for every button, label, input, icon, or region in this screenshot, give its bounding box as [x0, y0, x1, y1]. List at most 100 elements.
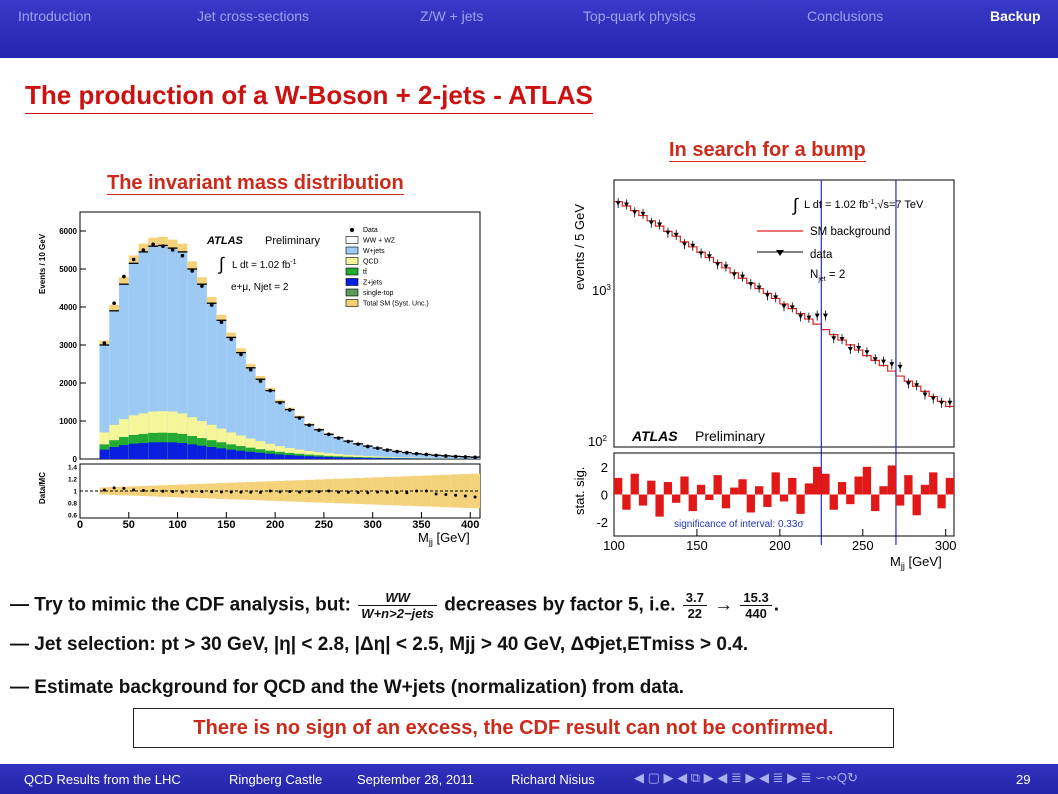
zjets-bar — [148, 442, 159, 459]
stat-sig-bar — [721, 494, 731, 509]
data-point — [200, 284, 204, 288]
zjets-bar — [314, 456, 324, 459]
ratio-point — [180, 490, 184, 494]
zjets-bar — [362, 457, 373, 459]
nav-introduction[interactable]: Introduction — [18, 8, 92, 24]
right-xtick-label: 200 — [769, 538, 791, 553]
zjets-bar — [392, 458, 402, 459]
left-ytick-label: 1000 — [59, 417, 77, 426]
right-ytick-100: 102 — [588, 434, 607, 449]
legend-entry: Data — [363, 227, 378, 234]
data-point — [239, 352, 243, 357]
nav-top-quark-physics[interactable]: Top-quark physics — [583, 8, 696, 24]
ratio-point — [307, 490, 311, 494]
left-xtick-label: 100 — [168, 519, 186, 531]
data-point — [258, 379, 263, 383]
wjets-bar — [421, 454, 432, 459]
right-x-axis-label: Mjj [GeV] — [890, 554, 942, 571]
stat-sig-bar — [696, 484, 706, 495]
data-point — [872, 357, 878, 362]
zjets-bar — [216, 448, 227, 459]
zjets-bar — [333, 457, 344, 459]
data-point — [287, 408, 292, 412]
data-point — [839, 337, 845, 342]
bullet-background-estimate: — Estimate background for QCD and the W+… — [10, 677, 685, 698]
zjets-bar — [343, 457, 354, 459]
data-point — [806, 315, 812, 321]
data-point — [385, 448, 390, 452]
wjets-bar — [99, 345, 110, 459]
ratio-point — [288, 489, 292, 493]
wjets-bar — [323, 434, 334, 459]
left-integral-sign: ∫ — [217, 254, 225, 274]
ratio-point — [337, 490, 341, 494]
data-point — [141, 248, 146, 252]
data-point — [632, 210, 638, 215]
right-xtick-label: 100 — [603, 538, 625, 553]
stat-sig-bar — [663, 482, 673, 495]
wjets-bar — [236, 352, 246, 459]
left-xtick-label: 200 — [266, 519, 284, 531]
data-point — [473, 455, 477, 460]
wjets-bar — [197, 284, 207, 459]
zjets-bar — [99, 449, 110, 459]
data-point — [814, 313, 820, 319]
stat-sig-bar — [630, 473, 639, 495]
ratio-syst-band — [353, 478, 363, 504]
left-ytick-label: 3000 — [59, 341, 77, 350]
zjets-bar — [275, 454, 285, 459]
data-point — [731, 272, 737, 277]
data-point — [170, 248, 175, 252]
wjets-bar — [275, 402, 285, 459]
data-point — [434, 453, 438, 458]
data-point — [615, 201, 621, 206]
stat-sig-bar — [638, 494, 648, 506]
nav-jet-cross-sections[interactable]: Jet cross-sections — [197, 8, 310, 24]
wjets-bar — [245, 367, 256, 459]
zjets-bar — [353, 457, 363, 459]
wjets-bar — [304, 424, 315, 459]
ratio-point — [210, 490, 214, 494]
data-point — [229, 337, 234, 342]
data-point — [102, 341, 107, 345]
ratio-point — [376, 490, 380, 494]
data-point — [219, 320, 224, 324]
right-njet-label: Njet = 2 — [810, 269, 845, 283]
nav-zw-jets[interactable]: Z/W + jets — [420, 8, 484, 24]
beamer-navigation-icons[interactable]: ◀ ▢ ▶ ◀ ⧉ ▶ ◀ ≣ ▶ ◀ ≣ ▶ ≣ ∽∾Q↻ — [634, 770, 858, 785]
fraction-cdf: 3.7 22 — [682, 590, 707, 621]
right-subtitle: In search for a bump — [669, 139, 866, 162]
data-point — [947, 400, 953, 406]
stat-sig-bar — [945, 477, 954, 495]
stat-sig-bar — [746, 494, 755, 513]
zjets-bar — [382, 458, 393, 459]
data-point — [375, 446, 380, 450]
left-ytick-label: 0 — [73, 455, 78, 464]
left-ytick-label: 4000 — [59, 303, 77, 312]
data-point — [748, 282, 754, 287]
stat-sig-bar — [655, 494, 664, 517]
data-point — [180, 253, 185, 258]
data-point — [151, 242, 155, 247]
data-point — [822, 313, 828, 319]
bullet-cdf-mimic: — Try to mimic the CDF analysis, but: WW… — [10, 590, 780, 621]
data-point — [831, 336, 837, 341]
data-point — [161, 244, 165, 248]
zjets-bar — [284, 455, 295, 459]
nav-backup[interactable]: Backup — [990, 8, 1041, 24]
ratio-tick-label: 1.4 — [68, 465, 77, 472]
wjets-bar — [167, 248, 178, 459]
ratio-point — [454, 493, 458, 497]
nav-conclusions[interactable]: Conclusions — [807, 8, 884, 24]
footer-bar: QCD Results from the LHC Ringberg Castle… — [0, 764, 1058, 794]
ratio-point — [258, 490, 262, 494]
legend-entry: WW + WZ — [363, 238, 396, 245]
footer-date: September 28, 2011 — [357, 772, 474, 787]
data-point — [715, 262, 721, 267]
right-xtick-label: 250 — [852, 538, 874, 553]
zjets-bar — [197, 445, 207, 459]
zjets-bar — [177, 443, 188, 459]
ratio-point — [249, 490, 253, 494]
stat-sig-bar — [705, 494, 714, 501]
stat-sig-bar — [879, 486, 888, 495]
